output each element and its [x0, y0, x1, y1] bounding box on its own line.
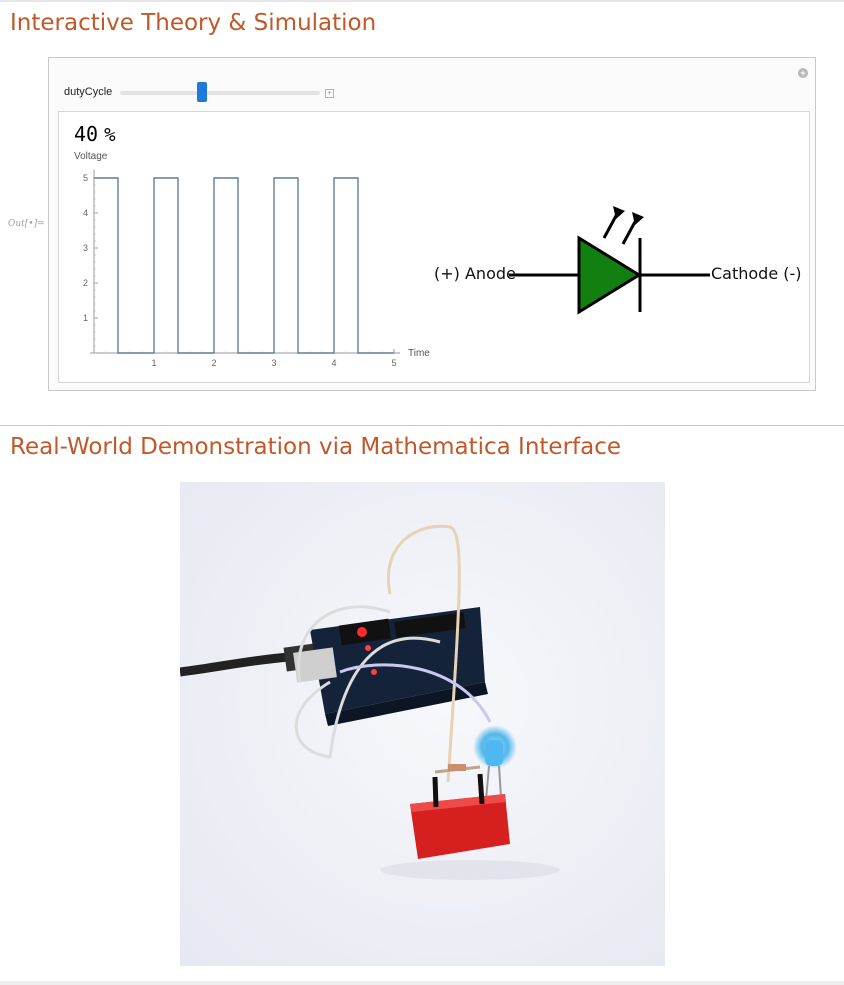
- bottom-rule: [0, 981, 844, 985]
- y-tick-label: 2: [83, 278, 88, 288]
- duty-cycle-label: dutyCycle: [64, 86, 113, 98]
- x-tick-label: 5: [391, 358, 396, 368]
- top-rule: [0, 0, 844, 2]
- voltage-series-line: [94, 177, 394, 354]
- output-area: 40% 1 2 3 4 5 1 2 3 4 5 Voltage Time (+) Anode Cath…: [58, 111, 810, 383]
- y-tick-label: 3: [83, 243, 88, 253]
- duty-cycle-value: 40: [74, 122, 99, 146]
- y-tick-label: 5: [83, 173, 88, 183]
- x-tick-label: 1: [151, 358, 156, 368]
- section-title-demo: Real-World Demonstration via Mathematica…: [10, 434, 622, 460]
- add-icon[interactable]: +: [798, 68, 808, 78]
- section-divider: [0, 425, 844, 426]
- x-tick-label: 4: [331, 358, 336, 368]
- duty-cycle-slider-thumb[interactable]: [197, 82, 207, 102]
- x-axis-label: Time: [408, 348, 430, 359]
- led-triangle: [577, 235, 642, 315]
- led-symbol-icon: [509, 206, 710, 315]
- duty-cycle-unit: %: [104, 124, 116, 146]
- duty-cycle-slider-track[interactable]: [120, 91, 320, 95]
- duty-cycle-readout: 40%: [74, 122, 116, 146]
- output-label: Out[•]=: [8, 219, 45, 229]
- x-tick-label: 3: [271, 358, 276, 368]
- arduino-demo-photo: [180, 482, 665, 966]
- y-axis-label: Voltage: [74, 151, 108, 162]
- manipulate-panel: + dutyCycle + 40% 1 2 3 4 5 1 2 3 4 5 Voltage Time …: [48, 57, 816, 391]
- cathode-label: Cathode (-): [711, 264, 802, 283]
- y-tick-label: 1: [83, 313, 88, 323]
- voltage-plot: 1 2 3 4 5 1 2 3 4 5 Voltage Time: [74, 151, 430, 368]
- slider-expand-icon[interactable]: +: [325, 89, 334, 98]
- x-tick-label: 2: [211, 358, 216, 368]
- anode-label: (+) Anode: [434, 264, 516, 283]
- y-tick-label: 4: [83, 208, 88, 218]
- section-title-theory: Interactive Theory & Simulation: [10, 10, 377, 36]
